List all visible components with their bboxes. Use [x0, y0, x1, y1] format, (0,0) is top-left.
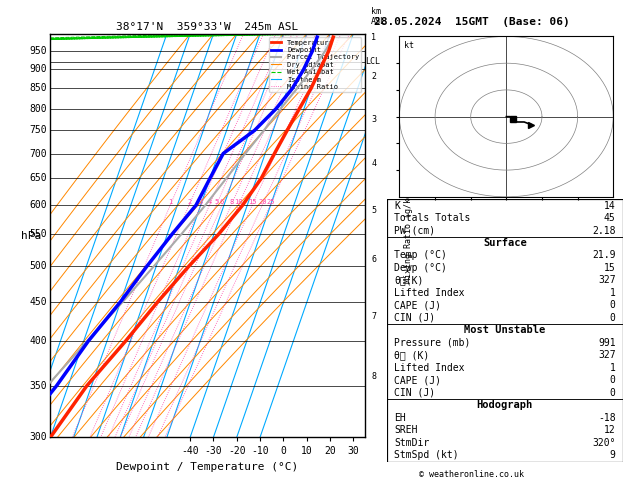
Text: 20: 20 [258, 199, 267, 205]
Text: kt: kt [404, 41, 414, 50]
Text: Lifted Index: Lifted Index [394, 288, 464, 298]
Text: hPa: hPa [21, 231, 42, 241]
Text: -18: -18 [598, 413, 616, 423]
Text: PW (cm): PW (cm) [394, 226, 435, 236]
Text: 991: 991 [598, 338, 616, 348]
Text: 1: 1 [610, 288, 616, 298]
Text: 700: 700 [30, 149, 47, 158]
Text: Most Unstable: Most Unstable [464, 326, 545, 335]
Text: 10: 10 [234, 199, 243, 205]
Text: 0: 0 [610, 376, 616, 385]
Text: StmDir: StmDir [394, 438, 429, 448]
Text: 1: 1 [371, 33, 376, 42]
Text: 9: 9 [610, 451, 616, 460]
Text: 2.18: 2.18 [592, 226, 616, 236]
Text: θᴇ(K): θᴇ(K) [394, 276, 423, 285]
Text: 15: 15 [248, 199, 257, 205]
Text: Surface: Surface [483, 238, 526, 248]
Text: 12: 12 [604, 425, 616, 435]
Text: 400: 400 [30, 336, 47, 346]
Text: 4: 4 [371, 159, 376, 168]
Text: θᴇ (K): θᴇ (K) [394, 350, 429, 361]
Text: 5: 5 [214, 199, 218, 205]
Text: CIN (J): CIN (J) [394, 388, 435, 398]
Text: Lifted Index: Lifted Index [394, 363, 464, 373]
Text: 500: 500 [30, 261, 47, 271]
Text: CAPE (J): CAPE (J) [394, 376, 441, 385]
Text: 5: 5 [371, 206, 376, 215]
Text: 900: 900 [30, 64, 47, 74]
Text: 8: 8 [229, 199, 233, 205]
Text: © weatheronline.co.uk: © weatheronline.co.uk [420, 469, 524, 479]
Text: Dewp (°C): Dewp (°C) [394, 263, 447, 273]
Text: 45: 45 [604, 213, 616, 223]
Title: 38°17'N  359°33'W  245m ASL: 38°17'N 359°33'W 245m ASL [116, 22, 299, 32]
Text: 320°: 320° [592, 438, 616, 448]
Text: 6: 6 [371, 255, 376, 264]
Text: Temp (°C): Temp (°C) [394, 250, 447, 260]
Text: 850: 850 [30, 84, 47, 93]
Text: 950: 950 [30, 46, 47, 56]
Text: 800: 800 [30, 104, 47, 114]
Text: 14: 14 [604, 201, 616, 210]
Text: 2: 2 [187, 199, 191, 205]
Text: 327: 327 [598, 276, 616, 285]
Text: Pressure (mb): Pressure (mb) [394, 338, 470, 348]
Text: CIN (J): CIN (J) [394, 313, 435, 323]
Text: 15: 15 [604, 263, 616, 273]
Text: 21.9: 21.9 [592, 250, 616, 260]
Text: 3: 3 [199, 199, 203, 205]
Text: 6: 6 [220, 199, 224, 205]
Text: 600: 600 [30, 200, 47, 210]
Text: 0: 0 [610, 388, 616, 398]
Text: 650: 650 [30, 174, 47, 183]
Text: LCL: LCL [365, 57, 380, 67]
Text: 1: 1 [168, 199, 172, 205]
Text: 300: 300 [30, 433, 47, 442]
Text: K: K [394, 201, 400, 210]
Text: 350: 350 [30, 381, 47, 391]
Text: 0: 0 [610, 313, 616, 323]
Text: Mixing Ratio (g/kg): Mixing Ratio (g/kg) [404, 188, 413, 283]
Text: 2: 2 [371, 72, 376, 81]
Text: StmSpd (kt): StmSpd (kt) [394, 451, 459, 460]
Text: CAPE (J): CAPE (J) [394, 300, 441, 311]
Text: 8: 8 [371, 372, 376, 381]
Text: EH: EH [394, 413, 406, 423]
Text: 7: 7 [371, 312, 376, 321]
Text: km
ASL: km ASL [371, 6, 386, 26]
Text: 28.05.2024  15GMT  (Base: 06): 28.05.2024 15GMT (Base: 06) [374, 17, 570, 27]
Text: 327: 327 [598, 350, 616, 361]
Text: 750: 750 [30, 125, 47, 136]
Text: Totals Totals: Totals Totals [394, 213, 470, 223]
Text: 3: 3 [371, 115, 376, 124]
Text: 25: 25 [266, 199, 274, 205]
X-axis label: Dewpoint / Temperature (°C): Dewpoint / Temperature (°C) [116, 462, 299, 472]
Text: Hodograph: Hodograph [477, 400, 533, 411]
Text: 0: 0 [610, 300, 616, 311]
Legend: Temperature, Dewpoint, Parcel Trajectory, Dry Adiabat, Wet Adiabat, Isotherm, Mi: Temperature, Dewpoint, Parcel Trajectory… [269, 37, 361, 92]
Text: 450: 450 [30, 296, 47, 307]
Text: SREH: SREH [394, 425, 418, 435]
Text: 4: 4 [208, 199, 211, 205]
Text: 1: 1 [610, 363, 616, 373]
Text: 550: 550 [30, 229, 47, 239]
